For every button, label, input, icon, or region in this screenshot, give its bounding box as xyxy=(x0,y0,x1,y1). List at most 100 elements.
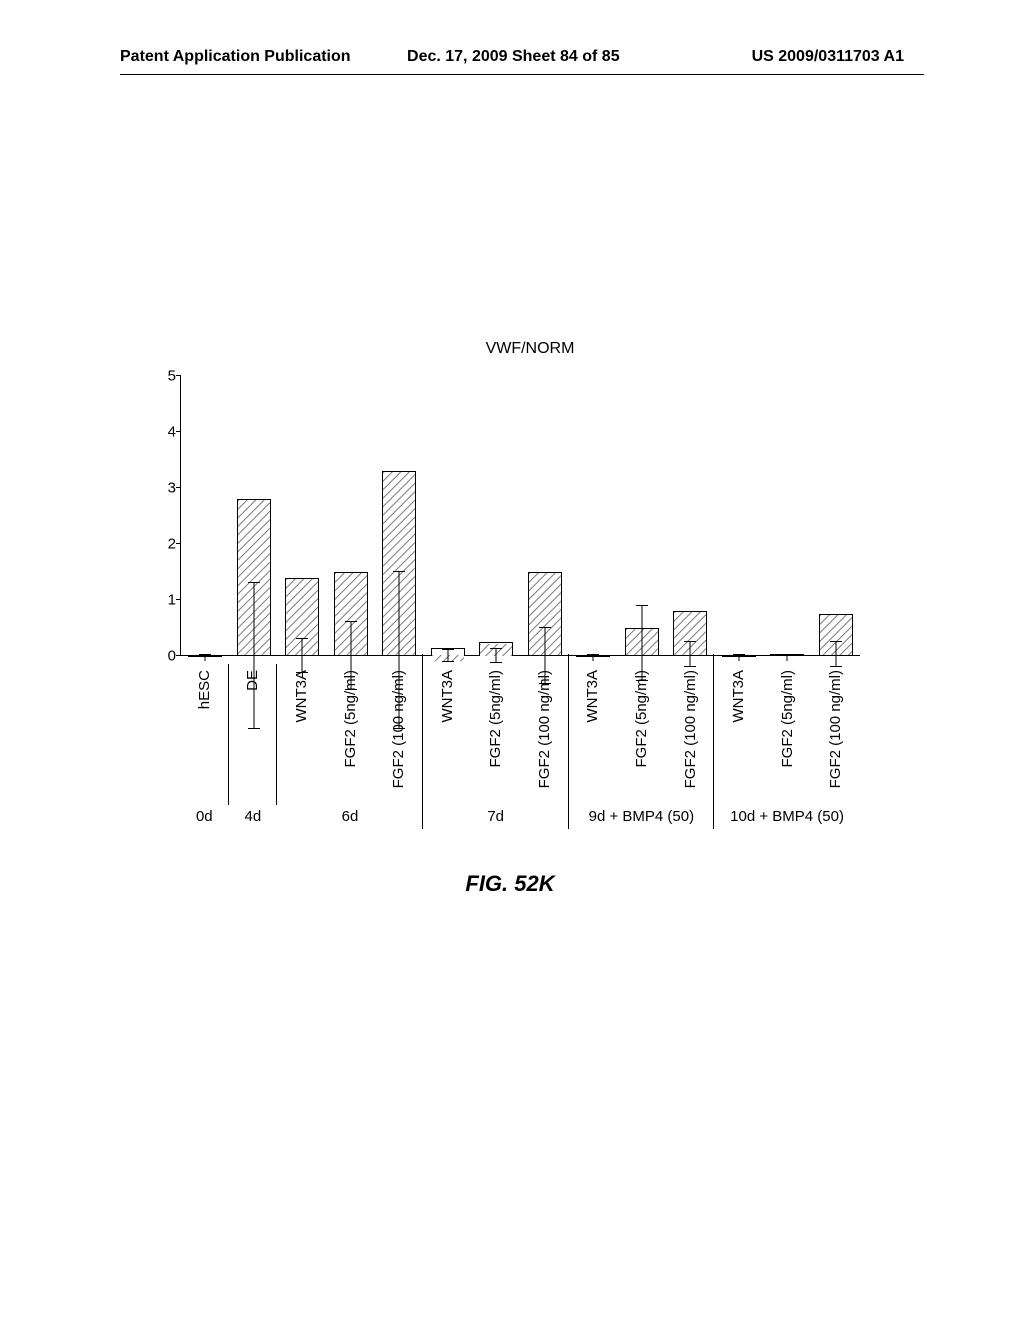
y-tick-mark xyxy=(176,599,181,600)
y-tick-mark xyxy=(176,431,181,432)
error-cap-top xyxy=(539,627,551,628)
group-separator xyxy=(713,654,714,829)
figure-52k: VWF/NORM 0 1 2 3 4 5 hESC DE WNT3A FGF2 (5ng/ml)… xyxy=(140,340,860,897)
x-axis-label: FGF2 (5ng/ml) xyxy=(487,670,504,768)
x-label-column: FGF2 (100 ng/ml) xyxy=(666,670,715,800)
x-label-column: WNT3A xyxy=(277,670,326,800)
error-cap-bottom xyxy=(733,655,745,656)
bar-column xyxy=(763,376,812,656)
error-cap-top xyxy=(636,605,648,606)
x-axis-label: FGF2 (100 ng/ml) xyxy=(682,670,699,788)
bar xyxy=(722,655,756,656)
bar-column xyxy=(230,376,279,656)
error-cap-top xyxy=(345,621,357,622)
x-label-column: WNT3A xyxy=(423,670,472,800)
x-axis-label: DE xyxy=(244,670,261,691)
group-row: 0d4d6d7d9d + BMP4 (50)10d + BMP4 (50) xyxy=(180,804,860,825)
bar-columns xyxy=(181,376,860,656)
x-label-column: FGF2 (5ng/ml) xyxy=(326,670,375,800)
chart-title: VWF/NORM xyxy=(140,340,860,358)
bar xyxy=(431,648,465,656)
x-axis-label: FGF2 (5ng/ml) xyxy=(633,670,650,768)
figure-caption: FIG. 52K xyxy=(140,871,860,897)
group-separator xyxy=(228,664,229,805)
y-tick-mark xyxy=(176,487,181,488)
group-separator xyxy=(568,654,569,829)
group-label: 4d xyxy=(229,804,278,825)
plot-wrap: 012345 xyxy=(140,376,860,656)
bar xyxy=(188,655,222,656)
bar xyxy=(673,611,707,656)
error-cap-top xyxy=(684,641,696,642)
error-cap-top xyxy=(296,638,308,639)
error-cap-bottom xyxy=(199,655,211,656)
bar-column xyxy=(327,376,376,656)
plot-area xyxy=(180,376,860,656)
group-label: 6d xyxy=(277,804,423,825)
y-tick-mark xyxy=(176,375,181,376)
error-cap-top xyxy=(830,641,842,642)
header-rule xyxy=(120,74,924,75)
x-axis-label: WNT3A xyxy=(730,670,747,723)
bar-column xyxy=(569,376,618,656)
bar xyxy=(237,499,271,656)
bar-column xyxy=(375,376,424,656)
bar xyxy=(625,628,659,656)
y-tick-label: 4 xyxy=(168,424,176,441)
error-cap-top xyxy=(393,571,405,572)
x-axis-label: FGF2 (5ng/ml) xyxy=(342,670,359,768)
x-label-column: FGF2 (5ng/ml) xyxy=(763,670,812,800)
bar-column xyxy=(715,376,764,656)
x-axis-label: FGF2 (100 ng/ml) xyxy=(390,670,407,788)
bar-column xyxy=(521,376,570,656)
error-bar xyxy=(496,649,497,662)
bar xyxy=(819,614,853,656)
bar xyxy=(382,471,416,656)
bar xyxy=(334,572,368,656)
error-cap-bottom xyxy=(490,662,502,663)
bar-column xyxy=(618,376,667,656)
x-label-column: hESC xyxy=(180,670,229,800)
bar-column xyxy=(424,376,473,656)
header-center: Dec. 17, 2009 Sheet 84 of 85 xyxy=(351,48,677,66)
error-cap-bottom xyxy=(830,666,842,667)
x-label-column: WNT3A xyxy=(569,670,618,800)
y-tick-mark xyxy=(176,543,181,544)
bar-column xyxy=(181,376,230,656)
y-tick-label: 3 xyxy=(168,480,176,497)
x-axis-label: FGF2 (100 ng/ml) xyxy=(536,670,553,788)
error-cap-bottom xyxy=(684,666,696,667)
x-axis-label: WNT3A xyxy=(584,670,601,723)
y-tick-mark xyxy=(176,655,181,656)
x-axis-label: WNT3A xyxy=(293,670,310,723)
x-label-column: FGF2 (100 ng/ml) xyxy=(812,670,861,800)
group-label: 10d + BMP4 (50) xyxy=(714,804,860,825)
error-bar xyxy=(690,642,691,667)
header-left: Patent Application Publication xyxy=(120,48,351,66)
error-cap-top xyxy=(248,582,260,583)
y-tick-label: 0 xyxy=(168,648,176,665)
y-tick-label: 1 xyxy=(168,592,176,609)
x-label-column: WNT3A xyxy=(714,670,763,800)
error-cap-bottom xyxy=(781,655,793,656)
group-label: 9d + BMP4 (50) xyxy=(569,804,715,825)
x-label-column: FGF2 (5ng/ml) xyxy=(617,670,666,800)
x-axis-labels: hESC DE WNT3A FGF2 (5ng/ml) FGF2 (100 ng/ml)… xyxy=(180,670,860,800)
x-label-column: FGF2 (5ng/ml) xyxy=(471,670,520,800)
y-tick-label: 5 xyxy=(168,368,176,385)
x-axis-label: WNT3A xyxy=(439,670,456,723)
bar xyxy=(285,578,319,656)
x-axis-label: FGF2 (5ng/ml) xyxy=(779,670,796,768)
bar-column xyxy=(812,376,861,656)
y-axis: 012345 xyxy=(140,376,180,656)
error-bar xyxy=(302,639,303,673)
page-header: Patent Application Publication Dec. 17, … xyxy=(0,48,1024,66)
bar-column xyxy=(278,376,327,656)
group-separator xyxy=(422,654,423,829)
error-cap-top xyxy=(490,648,502,649)
y-tick-label: 2 xyxy=(168,536,176,553)
group-separator xyxy=(276,664,277,805)
bar xyxy=(576,655,610,656)
error-cap-bottom xyxy=(587,655,599,656)
x-label-column: DE xyxy=(229,670,278,800)
